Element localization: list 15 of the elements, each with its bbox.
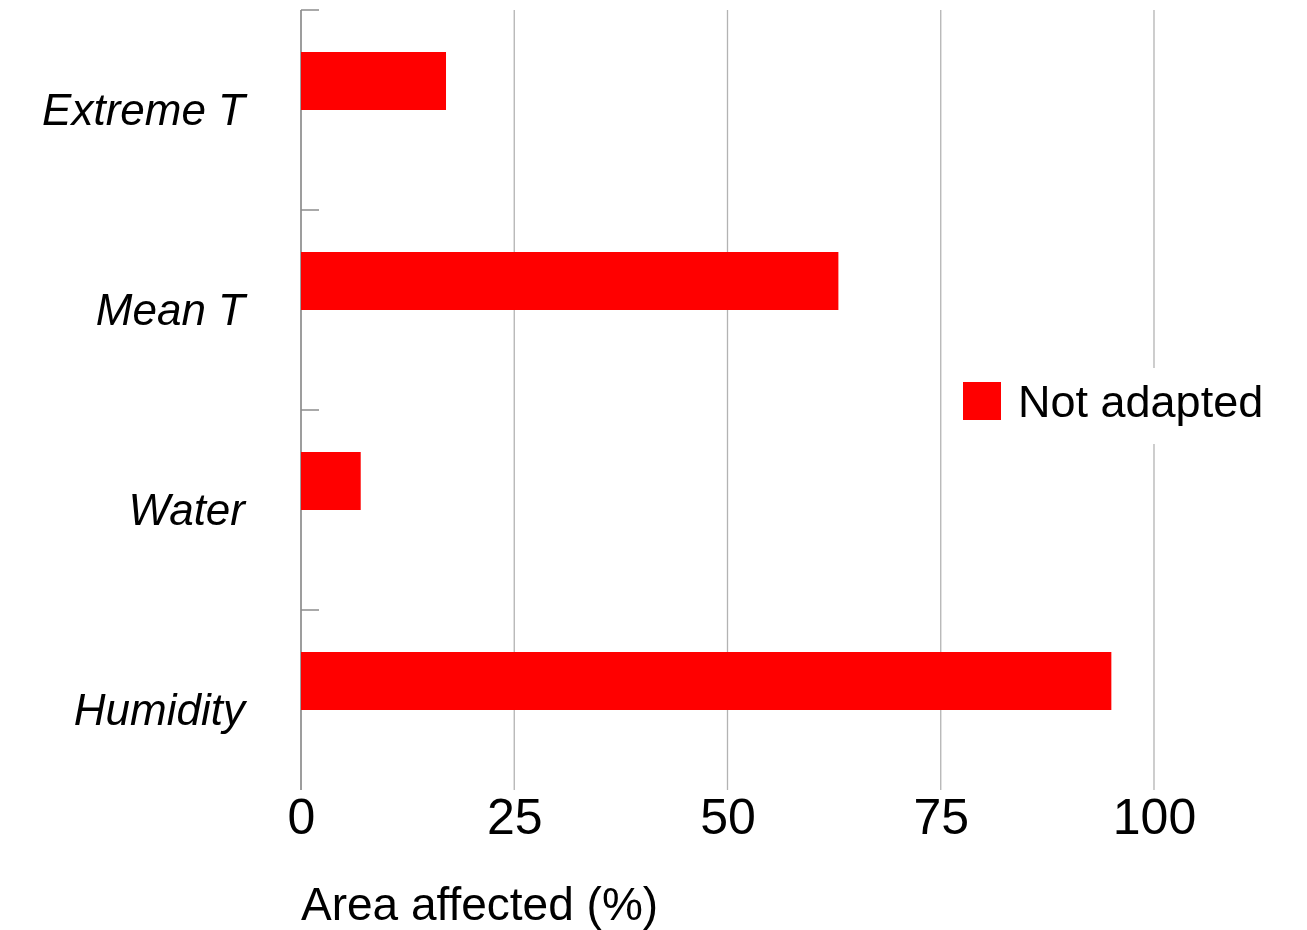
x-tick-label: 25 — [486, 788, 543, 845]
x-tick-label: 75 — [913, 788, 970, 845]
y-tick-label: Mean T — [95, 285, 249, 335]
bar — [301, 452, 361, 510]
y-tick-label: Water — [128, 485, 248, 535]
bar — [301, 252, 839, 310]
x-axis-title: Area affected (%) — [301, 878, 659, 930]
bar — [301, 652, 1112, 710]
y-tick-label: Extreme T — [42, 85, 249, 135]
x-tick-label: 100 — [1112, 788, 1197, 845]
x-tick-label: 50 — [700, 788, 756, 845]
legend-label: Not adapted — [1018, 375, 1264, 427]
y-tick-label: Humidity — [73, 685, 248, 735]
bar — [301, 52, 447, 110]
x-tick-label: 0 — [287, 788, 316, 845]
